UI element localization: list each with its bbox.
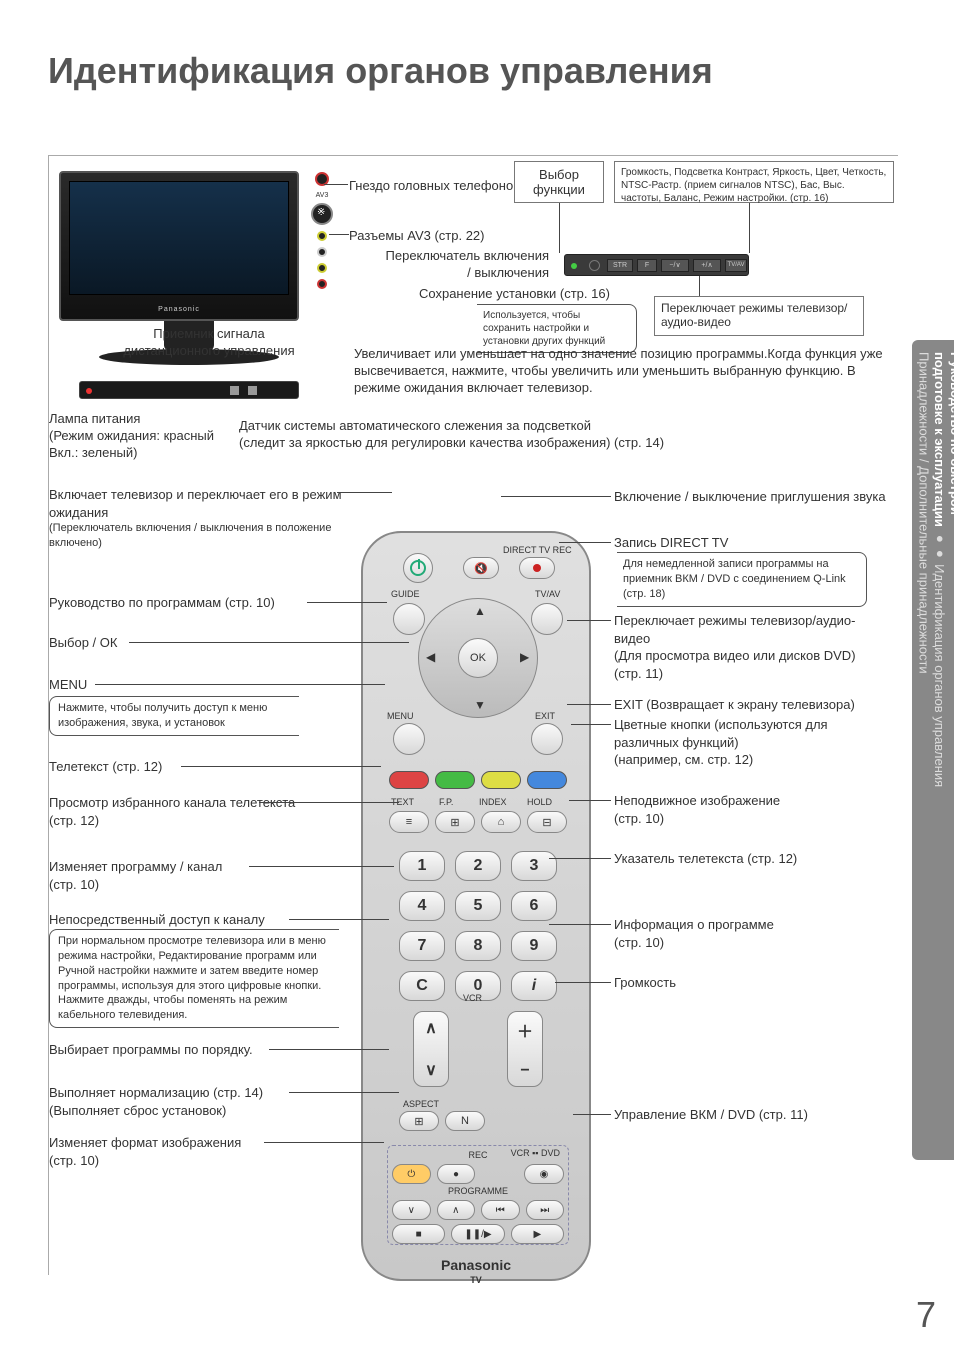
tv-brand: Panasonic: [158, 306, 200, 313]
direct-tv-rec-label: DIRECT TV REC: [503, 545, 572, 555]
exit-desc: EXIT (Возвращает к экрану телевизора): [614, 696, 855, 714]
rec-desc: Запись DIRECT TV: [614, 534, 728, 552]
fp-label: F.P.: [439, 797, 453, 807]
top-right-note: Громкость, Подсветка Контраст, Яркость, …: [614, 161, 894, 203]
panel-str: STR: [607, 259, 633, 272]
volume-rocker[interactable]: ＋−: [507, 1011, 543, 1087]
menu-note: Нажмите, чтобы получить доступ к меню из…: [49, 696, 299, 736]
index-desc: Указатель телетекста (стр. 12): [614, 850, 797, 868]
page-number: 7: [916, 1294, 936, 1336]
func-select-box: Выбор функции: [514, 161, 604, 203]
power-switch-label: Переключатель включения / выключения: [379, 248, 549, 282]
exit-button[interactable]: [531, 723, 563, 755]
receiver-label: Приемник сигнала дистанционного управлен…: [109, 326, 309, 360]
number-pad[interactable]: 123 456 789 C0i: [399, 851, 557, 1011]
side-tab-line1: Руководство по быстрой: [948, 352, 954, 515]
remote-brand: Panasonic: [363, 1257, 589, 1273]
side-tab: Руководство по быстрой подготовке к эксп…: [912, 340, 954, 1160]
hold-label: HOLD: [527, 797, 552, 807]
vcr-label: VCR: [463, 993, 482, 1003]
aspect-label: ASPECT: [403, 1099, 439, 1109]
av3-label: Разъемы AV3 (стр. 22): [349, 228, 485, 245]
panel-f: F: [637, 259, 657, 272]
channel-rocker[interactable]: ∧∨: [413, 1011, 449, 1087]
standby-sub: (Переключатель включения / выключения в …: [49, 521, 349, 551]
color-desc: Цветные кнопки (используются для различн…: [614, 716, 874, 769]
guide-label: GUIDE: [391, 589, 420, 599]
panel-tvav: TV/AV: [725, 259, 747, 272]
aspect-desc: Изменяет формат изображения (стр. 10): [49, 1134, 241, 1169]
vol-desc: Громкость: [614, 974, 676, 992]
vcr-desc: Управление ВКМ / DVD (стр. 11): [614, 1106, 808, 1124]
mute-button[interactable]: 🔇: [463, 557, 499, 579]
mode-box: Переключает режимы телевизор/аудио-видео: [654, 296, 864, 336]
teletext-desc: Телетекст (стр. 12): [49, 758, 162, 776]
tv-control-panel: STR F −/∨ +/∧ TV/AV: [564, 254, 749, 276]
direct-desc: Непосредственный доступ к каналу: [49, 911, 265, 929]
guide-desc: Руководство по программам (стр. 10): [49, 594, 275, 612]
power-button[interactable]: [403, 553, 433, 583]
diagram-area: Panasonic Приемник сигнала дистанционног…: [48, 155, 898, 1275]
channel-volume-rocker[interactable]: ∧∨ ＋−: [413, 1011, 543, 1091]
store-label: Сохранение установки (стр. 16): [419, 286, 610, 303]
rec-note: Для немедленной записи программы на прие…: [617, 552, 867, 607]
rec-button[interactable]: [519, 557, 555, 579]
direct-note: При нормальном просмотре телевизора или …: [49, 929, 339, 1028]
exit-label: EXIT: [535, 711, 555, 721]
order-desc: Выбирает программы по порядку.: [49, 1041, 253, 1059]
menu-label: MENU: [387, 711, 414, 721]
vcr-dvd-panel[interactable]: REC VCR ▪▪ DVD ⏻●◉ PROGRAMME ∨∧⏮⏭ ■❚❚/▶▶: [387, 1145, 569, 1245]
tv-illustration: Panasonic: [59, 171, 299, 321]
dpad[interactable]: OK ▲ ▼ ◀ ▶: [418, 598, 538, 718]
standby-desc: Включает телевизор и переключает его в р…: [49, 486, 349, 521]
remote-brand-sub: TV: [363, 1275, 589, 1285]
fav-desc: Просмотр избранного канала телетекста (с…: [49, 794, 295, 829]
tvav-desc: Переключает режимы телевизор/аудио-видео…: [614, 612, 884, 682]
page-title: Идентификация органов управления: [0, 0, 954, 91]
side-tab-line2: подготовке к эксплуатации: [932, 352, 947, 527]
tvav-label: TV/AV: [535, 589, 560, 599]
info-desc: Информация о программе (стр. 10): [614, 916, 774, 951]
ok-button[interactable]: OK: [458, 638, 498, 678]
ok-desc: Выбор / ОК: [49, 634, 117, 652]
menu-button[interactable]: [393, 723, 425, 755]
text-row-buttons[interactable]: ≡⊞⌂⊟: [389, 811, 567, 833]
power-lamp-label: Лампа питания (Режим ожидания: красный В…: [49, 411, 219, 462]
jack-column: AV3: [307, 166, 337, 295]
panel-minus: −/∨: [661, 259, 689, 272]
sensor-label: Датчик системы автоматического слежения …: [239, 418, 739, 452]
color-buttons[interactable]: [389, 771, 567, 791]
menu-desc: MENU: [49, 676, 87, 694]
side-tab-line3: Идентификация органов управления: [932, 564, 947, 787]
hold-desc: Неподвижное изображение (стр. 10): [614, 792, 780, 827]
aspect-buttons[interactable]: ⊞N: [399, 1111, 485, 1131]
chan-desc: Изменяет программу / канал (стр. 10): [49, 858, 222, 893]
prog-paragraph: Увеличивает или уменьшает на одно значен…: [354, 346, 894, 397]
remote-illustration: 🔇 DIRECT TV REC GUIDE TV/AV OK ▲ ▼ ◀ ▶ M…: [361, 531, 591, 1281]
side-tab-line4: Принадлежности / Дополнительные принадле…: [917, 352, 932, 674]
panel-plus: +/∧: [693, 259, 721, 272]
mute-desc: Включение / выключение приглушения звука: [614, 488, 886, 506]
norm-desc: Выполняет нормализацию (стр. 14) (Выполн…: [49, 1084, 263, 1119]
index-label: INDEX: [479, 797, 507, 807]
